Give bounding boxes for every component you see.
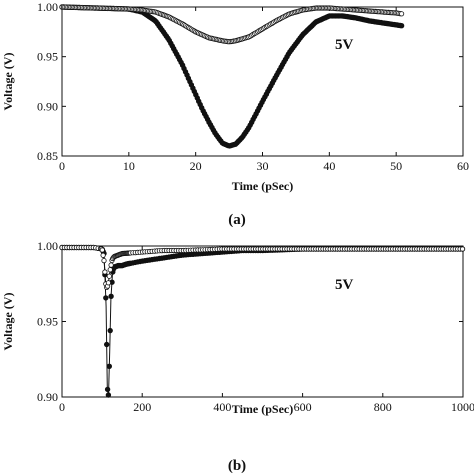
data-point [105, 280, 112, 286]
data-point [398, 11, 405, 17]
x-tick-label: 600 [294, 400, 312, 414]
data-point [106, 363, 112, 369]
x-tick-label: 40 [323, 159, 335, 173]
voltage-annotation: 5V [335, 277, 354, 293]
plot-frame [61, 245, 464, 398]
series-line [62, 247, 463, 396]
y-axis-label: Voltage (V) [1, 53, 15, 111]
data-point [101, 257, 107, 264]
x-tick-label: 30 [257, 159, 269, 173]
voltage-annotation: 5V [335, 37, 354, 53]
y-tick-label: 0.90 [37, 99, 58, 113]
y-axis-label: Voltage (V) [1, 293, 15, 351]
x-tick-label: 60 [457, 159, 469, 173]
chart-b: 0 200 400 600 800 1000 0.90 0.95 1.00 Time (pSec)… [1, 239, 474, 474]
data-point [107, 267, 113, 273]
chart-a: 0 10 20 30 40 50 60 0.85 0.90 0.95 1.00 Time (pSec)… [1, 0, 469, 228]
x-tick-label: 1000 [451, 400, 474, 414]
data-point [103, 341, 110, 348]
series-2-open-circle [59, 244, 466, 290]
y-tick-label: 1.00 [37, 0, 58, 14]
x-tick-label: 20 [190, 159, 202, 173]
x-tick-label: 0 [59, 159, 65, 173]
data-point [100, 252, 106, 258]
data-point [99, 247, 105, 253]
data-point [106, 273, 112, 279]
series-1-filled-circle [59, 244, 466, 398]
data-point [103, 295, 109, 301]
data-point [459, 246, 466, 252]
x-axis-label: Time (pSec) [232, 402, 293, 416]
series-2-open-circle [59, 4, 405, 45]
x-tick-label: 10 [123, 159, 135, 173]
y-tick-label: 0.85 [37, 149, 58, 163]
data-point [108, 293, 114, 299]
y-tick-label: 0.95 [37, 50, 58, 64]
panel-caption: (b) [228, 458, 246, 474]
x-tick-label: 200 [133, 400, 151, 414]
data-point [107, 327, 113, 334]
y-tick-label: 0.90 [37, 390, 58, 404]
x-tick-label: 0 [59, 400, 65, 414]
x-tick-label: 50 [390, 159, 402, 173]
y-tick-label: 1.00 [37, 239, 58, 253]
x-tick-label: 400 [213, 400, 231, 414]
series-line [61, 6, 403, 147]
panel-caption: (a) [228, 212, 246, 228]
data-point [104, 386, 111, 393]
y-tick-label: 0.95 [37, 315, 58, 329]
x-axis-label: Time (pSec) [232, 179, 293, 193]
x-tick-label: 800 [374, 400, 392, 414]
data-point [102, 269, 108, 275]
data-point [105, 392, 112, 398]
series-1-filled-circle [59, 4, 405, 149]
data-point [398, 23, 405, 29]
data-point [108, 262, 114, 268]
